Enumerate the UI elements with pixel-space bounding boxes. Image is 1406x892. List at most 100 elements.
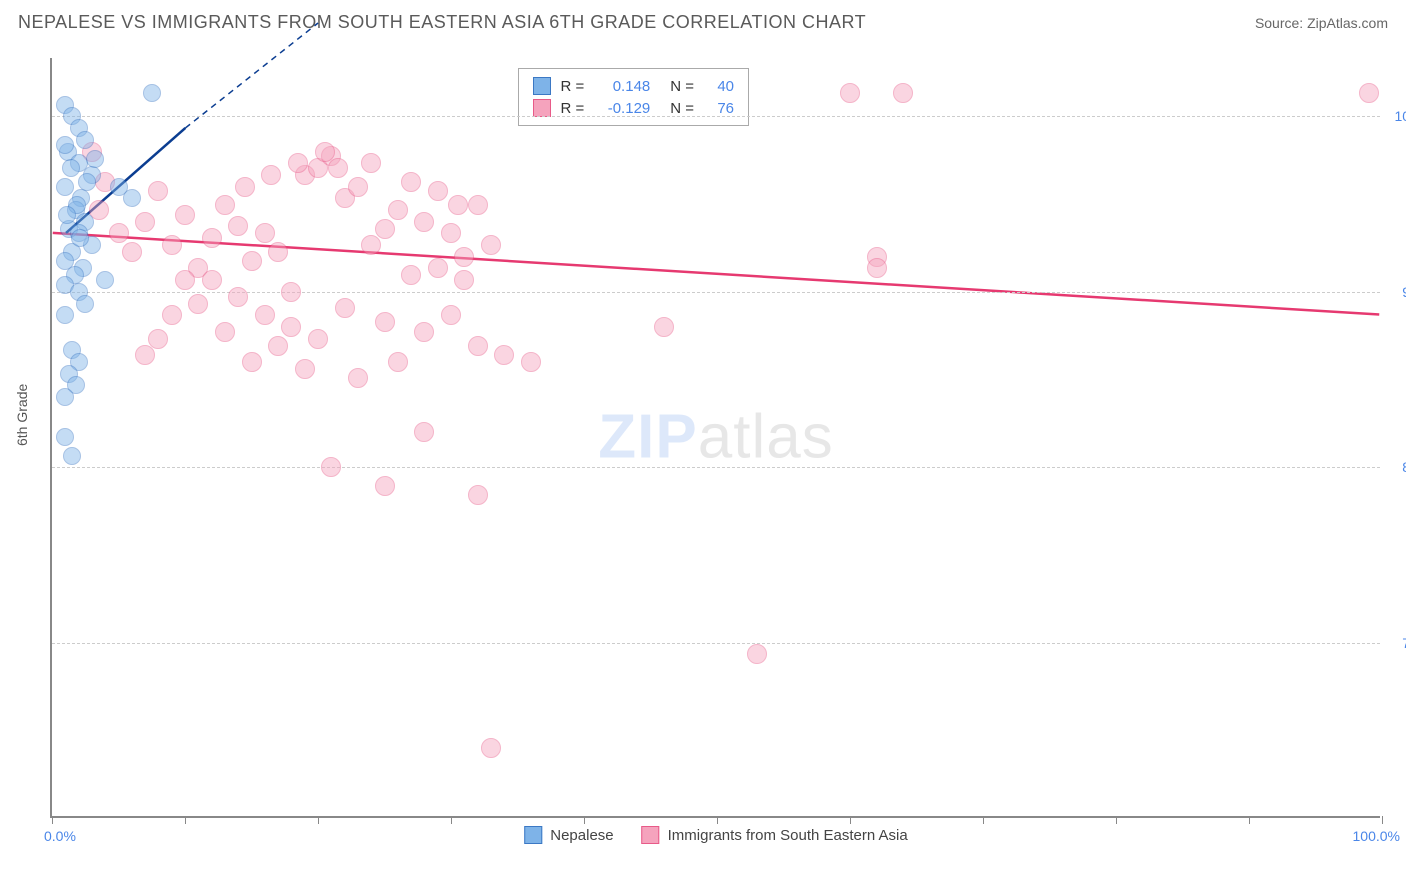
watermark-zip: ZIP [598, 403, 697, 472]
sea-point [215, 195, 235, 215]
sea-point [428, 258, 448, 278]
nepalese-point [123, 189, 141, 207]
y-tick-label: 92.5% [1402, 284, 1406, 300]
legend-label-nepalese: Nepalese [550, 827, 613, 844]
sea-point [122, 242, 142, 262]
gridline-h [52, 116, 1380, 117]
swatch-sea [642, 826, 660, 844]
r-label: R = [561, 100, 585, 117]
sea-point [468, 485, 488, 505]
sea-point [215, 322, 235, 342]
x-tick [451, 816, 452, 824]
x-min-label: 0.0% [44, 828, 76, 844]
legend-swatch [533, 99, 551, 117]
sea-point [454, 270, 474, 290]
sea-point [268, 242, 288, 262]
y-tick-label: 77.5% [1402, 635, 1406, 651]
sea-point [1359, 83, 1379, 103]
sea-point [401, 265, 421, 285]
nepalese-point [86, 150, 104, 168]
sea-point [448, 195, 468, 215]
sea-point [867, 258, 887, 278]
gridline-h [52, 292, 1380, 293]
x-max-label: 100.0% [1353, 828, 1400, 844]
sea-point [375, 312, 395, 332]
sea-point [281, 317, 301, 337]
watermark-atlas: atlas [698, 403, 834, 472]
legend-item-sea: Immigrants from South Eastern Asia [642, 826, 908, 844]
sea-point [228, 216, 248, 236]
sea-point [268, 336, 288, 356]
sea-point [414, 212, 434, 232]
nepalese-point [71, 229, 89, 247]
series-legend: Nepalese Immigrants from South Eastern A… [524, 826, 908, 844]
source-label: Source: ZipAtlas.com [1255, 15, 1388, 31]
plot-area: ZIPatlas R =0.148N =40R =-0.129N =76 Nep… [50, 58, 1380, 818]
sea-point [441, 223, 461, 243]
x-tick [318, 816, 319, 824]
sea-point [481, 738, 501, 758]
sea-point [375, 219, 395, 239]
nepalese-point [62, 159, 80, 177]
sea-point [654, 317, 674, 337]
watermark: ZIPatlas [598, 402, 833, 473]
sea-point [414, 322, 434, 342]
sea-point [388, 352, 408, 372]
sea-point [388, 200, 408, 220]
x-tick [717, 816, 718, 824]
nepalese-point [56, 428, 74, 446]
legend-label-sea: Immigrants from South Eastern Asia [668, 827, 908, 844]
sea-point [335, 298, 355, 318]
sea-point [261, 165, 281, 185]
sea-point [162, 235, 182, 255]
sea-point [148, 329, 168, 349]
sea-point [175, 270, 195, 290]
sea-point [242, 352, 262, 372]
sea-point [235, 177, 255, 197]
nepalese-point [63, 447, 81, 465]
n-label: N = [670, 78, 694, 95]
r-value: -0.129 [594, 100, 650, 117]
gridline-h [52, 643, 1380, 644]
sea-point [468, 336, 488, 356]
sea-point [481, 235, 501, 255]
nepalese-point [56, 136, 74, 154]
sea-point [281, 282, 301, 302]
sea-point [428, 181, 448, 201]
sea-point [521, 352, 541, 372]
sea-point [175, 205, 195, 225]
x-tick [850, 816, 851, 824]
sea-point [202, 228, 222, 248]
sea-point [188, 294, 208, 314]
gridline-h [52, 467, 1380, 468]
legend-row: R =0.148N =40 [533, 75, 735, 97]
sea-point [454, 247, 474, 267]
x-tick [1249, 816, 1250, 824]
sea-point [321, 457, 341, 477]
nepalese-point [143, 84, 161, 102]
sea-point [255, 223, 275, 243]
sea-point [288, 153, 308, 173]
nepalese-point [76, 295, 94, 313]
sea-point [242, 251, 262, 271]
sea-point [441, 305, 461, 325]
sea-point [840, 83, 860, 103]
x-tick [1116, 816, 1117, 824]
nepalese-point [58, 206, 76, 224]
sea-point [414, 422, 434, 442]
sea-point [361, 235, 381, 255]
trend-lines [52, 58, 1380, 816]
sea-point [148, 181, 168, 201]
nepalese-point [76, 131, 94, 149]
swatch-nepalese [524, 826, 542, 844]
r-value: 0.148 [594, 78, 650, 95]
sea-point [361, 153, 381, 173]
sea-point [375, 476, 395, 496]
nepalese-point [96, 271, 114, 289]
sea-point [328, 158, 348, 178]
sea-point [202, 270, 222, 290]
sea-point [228, 287, 248, 307]
sea-point [747, 644, 767, 664]
chart-title: NEPALESE VS IMMIGRANTS FROM SOUTH EASTER… [18, 12, 866, 33]
nepalese-point [78, 173, 96, 191]
